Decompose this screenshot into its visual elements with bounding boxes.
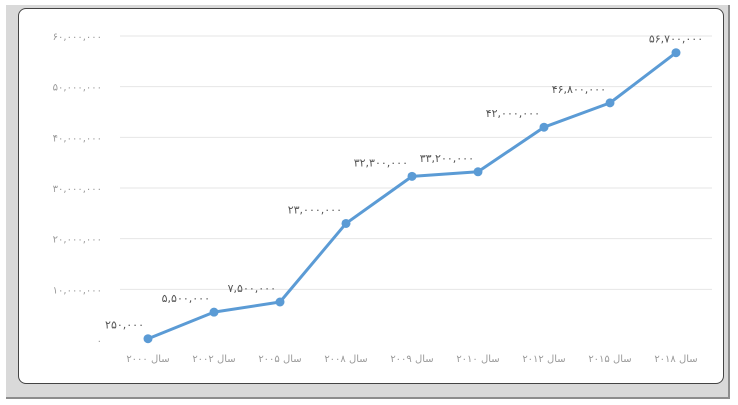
data-points xyxy=(143,48,681,344)
data-label: ۳۳,۲۰۰,۰۰۰ xyxy=(420,152,474,165)
y-tick-label: ۰ xyxy=(97,336,102,347)
x-tick-label: سال ۲۰۰۲ xyxy=(192,354,235,365)
y-tick-label: ۴۰,۰۰۰,۰۰۰ xyxy=(53,133,102,144)
data-point xyxy=(143,334,153,344)
y-tick-label: ۵۰,۰۰۰,۰۰۰ xyxy=(53,83,102,94)
x-axis: سال ۲۰۰۰ سال ۲۰۰۲ سال ۲۰۰۵ سال ۲۰۰۸ سال ۲۰۰۹… xyxy=(126,354,697,365)
y-tick-label: ۳۰,۰۰۰,۰۰۰ xyxy=(53,184,102,195)
data-label: ۲۵۰,۰۰۰ xyxy=(105,319,144,332)
data-label: ۵,۵۰۰,۰۰۰ xyxy=(162,292,210,305)
x-tick-label: سال ۲۰۱۸ xyxy=(654,354,697,365)
y-tick-label: ۲۰,۰۰۰,۰۰۰ xyxy=(53,235,102,246)
data-label: ۷,۵۰۰,۰۰۰ xyxy=(228,282,276,295)
data-labels: ۲۵۰,۰۰۰ ۵,۵۰۰,۰۰۰ ۷,۵۰۰,۰۰۰ ۲۳,۰۰۰,۰۰۰ ۳۲,۳۰… xyxy=(105,33,703,332)
gridlines xyxy=(120,35,712,290)
x-tick-label: سال ۲۰۰۹ xyxy=(390,354,433,365)
data-point xyxy=(407,171,417,181)
x-tick-label: سال ۲۰۰۸ xyxy=(324,354,367,365)
x-tick-label: سال ۲۰۰۰ xyxy=(126,354,169,365)
chart-card xyxy=(18,8,724,384)
data-point xyxy=(473,167,483,177)
data-point xyxy=(275,297,285,307)
y-axis: ۰ ۱۰,۰۰۰,۰۰۰ ۲۰,۰۰۰,۰۰۰ ۳۰,۰۰۰,۰۰۰ ۴۰,۰۰۰,۰۰… xyxy=(53,32,102,347)
y-tick-label: ۶۰,۰۰۰,۰۰۰ xyxy=(53,32,102,43)
x-tick-label: سال ۲۰۱۵ xyxy=(588,354,631,365)
data-label: ۴۲,۰۰۰,۰۰۰ xyxy=(486,107,540,120)
data-label: ۴۶,۸۰۰,۰۰۰ xyxy=(552,83,606,96)
data-point xyxy=(539,122,549,132)
data-label: ۳۲,۳۰۰,۰۰۰ xyxy=(354,156,408,169)
data-point xyxy=(605,98,615,108)
x-tick-label: سال ۲۰۰۵ xyxy=(258,354,301,365)
data-label: ۵۶,۷۰۰,۰۰۰ xyxy=(649,33,703,46)
x-tick-label: سال ۲۰۱۰ xyxy=(456,354,499,365)
x-tick-label: سال ۲۰۱۲ xyxy=(522,354,565,365)
data-point xyxy=(341,218,351,228)
data-label: ۲۳,۰۰۰,۰۰۰ xyxy=(288,203,342,216)
data-point xyxy=(671,48,681,58)
data-point xyxy=(209,307,219,317)
y-tick-label: ۱۰,۰۰۰,۰۰۰ xyxy=(53,285,102,296)
